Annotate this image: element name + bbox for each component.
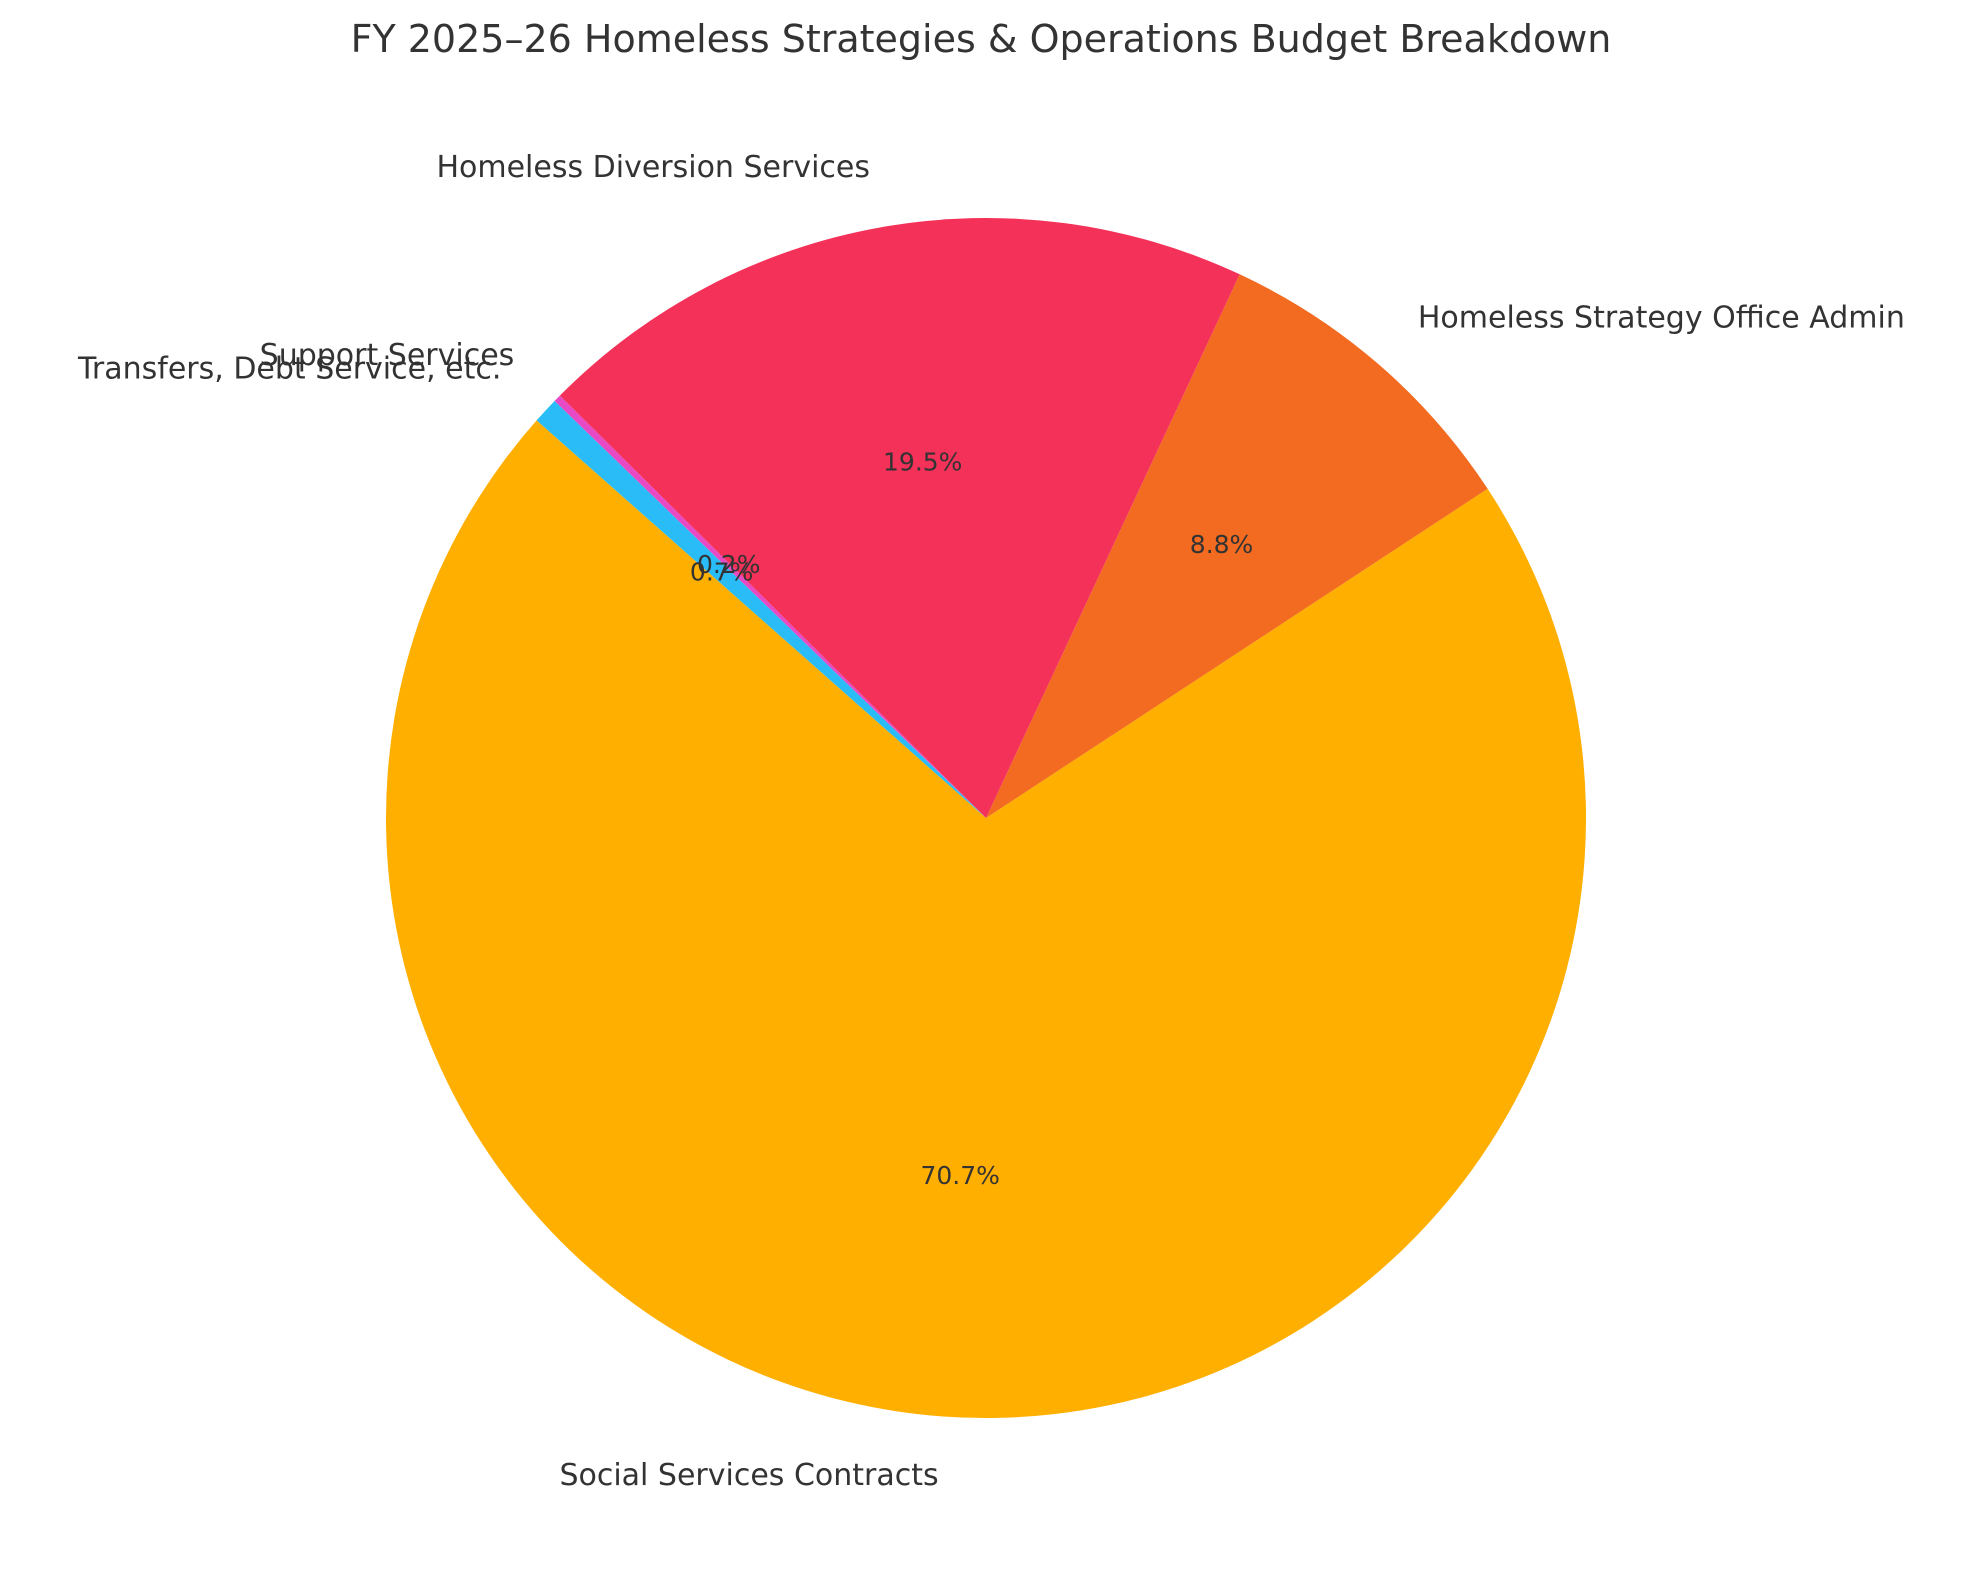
chart-title: FY 2025–26 Homeless Strategies & Operati… [351,17,1612,61]
slice-label-support-services: Support Services [260,338,515,373]
slice-label-transfers-debt-service-etc: Transfers, Debt Service, etc. [77,351,501,386]
pie-slice-transfers-debt-service-etc [536,401,986,818]
pie-slice-support-services [554,395,986,818]
pie-labels: Social Services Contracts 70.7% Homeless S… [77,150,1905,1493]
percent-label-support-services: 0.2% [697,550,761,579]
pie-slice-homeless-diversion-services [559,217,1240,818]
pie-slice-social-services-contracts [386,420,1586,1418]
percent-label-homeless-diversion-services: 19.5% [883,448,962,477]
pie-slice-homeless-strategy-office-admin [986,274,1488,818]
slice-label-homeless-strategy-office-admin: Homeless Strategy Office Admin [1418,300,1905,335]
pie-slices [386,217,1586,1418]
percent-label-transfers-debt-service-etc: 0.7% [690,558,754,587]
percent-label-homeless-strategy-office-admin: 8.8% [1190,530,1254,559]
slice-label-social-services-contracts: Social Services Contracts [559,1458,938,1493]
slice-label-homeless-diversion-services: Homeless Diversion Services [436,150,870,185]
percent-label-social-services-contracts: 70.7% [920,1161,999,1190]
